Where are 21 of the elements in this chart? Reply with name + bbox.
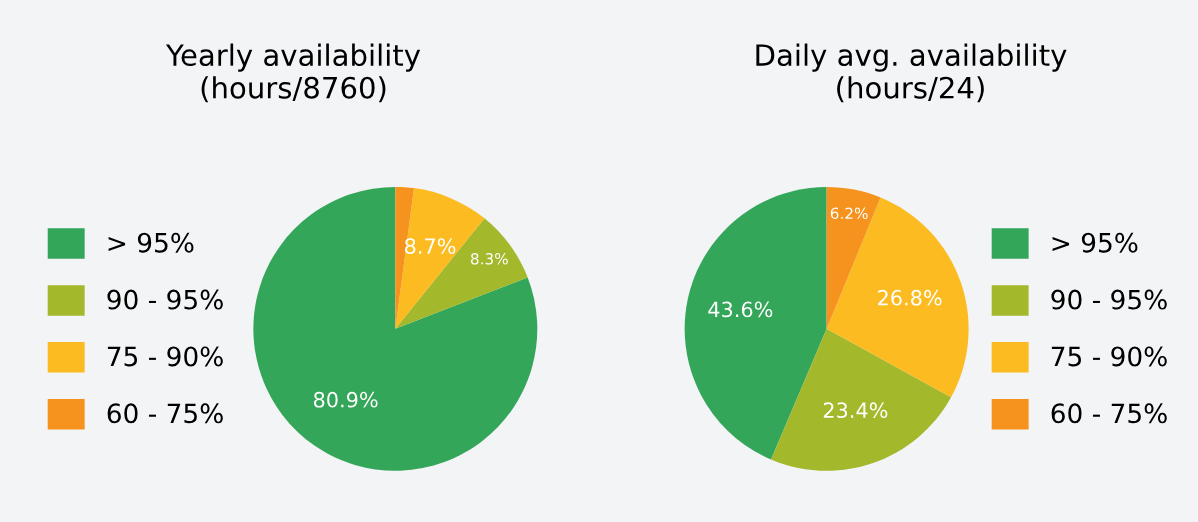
data-label: 6.2% — [830, 207, 868, 220]
legend-label: 90 - 95% — [1051, 289, 1167, 310]
pie-slice — [826, 197, 969, 398]
legend-label: 60 - 75% — [107, 403, 223, 424]
pie-slice — [253, 186, 538, 471]
legend-label: 60 - 75% — [1051, 403, 1167, 424]
legend-label: 75 - 90% — [1051, 346, 1167, 367]
pie-slice — [771, 328, 952, 471]
chart-title: Daily avg. availability (hours/24) — [756, 43, 1067, 103]
data-label: 80.9% — [313, 391, 378, 408]
pie-slice — [395, 218, 528, 329]
legend-label: 75 - 90% — [107, 346, 223, 367]
chart-title: Yearly availability (hours/8760) — [165, 43, 421, 103]
data-label: 23.4% — [823, 402, 888, 419]
data-label: 26.8% — [878, 289, 942, 306]
data-label: 8.3% — [470, 253, 508, 265]
data-label: 43.6% — [708, 301, 773, 318]
legend-label: > 95% — [108, 232, 194, 253]
data-label: 8.7% — [405, 238, 456, 255]
legend-label: 90 - 95% — [107, 289, 223, 310]
legend-label: > 95% — [1052, 232, 1138, 253]
